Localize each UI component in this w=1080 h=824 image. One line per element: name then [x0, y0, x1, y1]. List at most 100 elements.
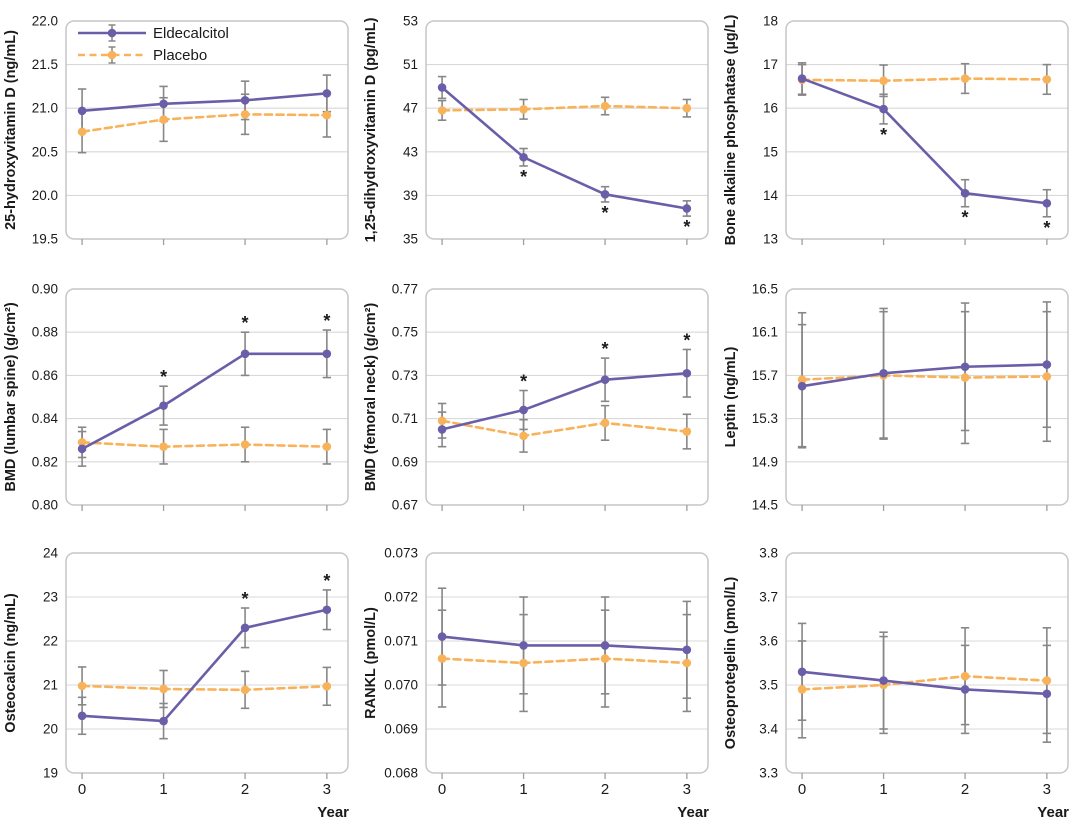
- data-point-marker: [682, 368, 692, 378]
- significance-asterisk: *: [323, 311, 330, 331]
- y-tick-label: 0.69: [392, 454, 418, 469]
- y-axis-ticks: 19 20 21 22 23 24: [43, 546, 59, 781]
- plot-frame: [785, 288, 1069, 506]
- y-tick-label: 0.71: [392, 411, 418, 426]
- y-tick-label: 15.3: [752, 411, 778, 426]
- y-tick-label: 0.67: [392, 498, 418, 513]
- significance-asterisk: *: [520, 372, 527, 392]
- data-point-marker: [600, 418, 610, 428]
- x-tick-label: 2: [961, 781, 969, 798]
- significance-asterisk: *: [602, 339, 609, 359]
- y-tick-label: 22.0: [32, 14, 58, 29]
- legend-marker: [107, 50, 117, 60]
- data-point-marker: [519, 431, 528, 441]
- x-axis-ticks: [441, 505, 688, 511]
- series-markers-placebo: [77, 110, 332, 137]
- x-axis-ticks: [81, 505, 328, 511]
- y-tick-label: 14: [763, 188, 779, 203]
- series-markers-eldecalcitol: [77, 89, 332, 116]
- significance-asterisk: *: [683, 330, 690, 350]
- series-markers-eldecalcitol: [437, 368, 692, 434]
- data-point-marker: [879, 368, 888, 378]
- plot-frame: [65, 20, 349, 240]
- gridlines: [426, 331, 708, 463]
- data-point-marker: [322, 89, 332, 98]
- x-tick-label: 0: [438, 781, 446, 798]
- data-point-marker: [960, 671, 970, 681]
- chart-panel-5: 14.5 14.9 15.3 15.7 16.1 16.5 Leptin (ng/mL): [723, 282, 1069, 513]
- series-markers-eldecalcitol: [797, 360, 1052, 391]
- y-tick-label: 53: [403, 14, 418, 29]
- significance-asterisk: *: [1043, 218, 1050, 238]
- y-tick-label: 0.86: [32, 368, 58, 383]
- chart-panel-1: 35 39 43 47 51 53 1,25-dihydroxyvitamin D (pg/…: [363, 14, 709, 247]
- plot-frame: [65, 552, 349, 774]
- data-point-marker: [322, 682, 332, 691]
- y-tick-label: 3.6: [759, 634, 778, 649]
- y-tick-label: 0.073: [384, 546, 418, 561]
- series-line-eldecalcitol: [800, 670, 1049, 696]
- series-line-placebo: [440, 419, 689, 438]
- y-tick-label: 20: [43, 722, 58, 737]
- y-axis-label: Leptin (ng/mL): [723, 346, 739, 447]
- data-point-marker: [682, 645, 692, 655]
- series-line-eldecalcitol: [440, 635, 689, 652]
- data-point-marker: [960, 685, 970, 694]
- data-point-marker: [159, 401, 168, 410]
- series-line-placebo: [440, 104, 689, 112]
- gridlines: [66, 331, 348, 463]
- error-bars-eldecalcitol: [77, 589, 332, 740]
- y-tick-label: 16: [763, 101, 778, 116]
- series-line-placebo: [800, 374, 1049, 382]
- data-point-marker: [519, 658, 528, 668]
- series-markers-eldecalcitol: [797, 74, 1052, 208]
- plot-frame: [785, 20, 1069, 240]
- y-axis-ticks: 19.5 20.0 20.5 21.0 21.5 22.0: [32, 14, 58, 247]
- y-tick-label: 35: [403, 232, 418, 247]
- x-tick-label: 3: [323, 781, 331, 798]
- data-point-marker: [960, 362, 970, 372]
- y-tick-label: 0.88: [32, 325, 58, 340]
- x-axis-label: Year: [677, 804, 709, 821]
- legend-label: Eldecalcitol: [153, 25, 229, 42]
- x-axis-ticks: [801, 773, 1048, 779]
- series-line-eldecalcitol: [800, 363, 1049, 388]
- x-axis-ticks: [801, 239, 1048, 245]
- data-point-marker: [600, 375, 610, 385]
- y-tick-label: 3.8: [759, 546, 778, 561]
- y-axis-label: Bone alkaline phosphatase (µg/L): [723, 14, 739, 245]
- chart-panel-4: 0.67 0.69 0.71 0.73 0.75 0.77 BMD (femoral nec…: [363, 282, 709, 513]
- y-tick-label: 16.5: [752, 282, 778, 297]
- data-point-marker: [1042, 676, 1052, 685]
- x-tick-label: 0: [798, 781, 806, 798]
- series-line-placebo: [80, 113, 329, 134]
- plot-frame: [425, 20, 709, 240]
- data-point-marker: [77, 127, 87, 137]
- data-point-marker: [77, 106, 87, 116]
- y-tick-label: 43: [403, 144, 418, 159]
- data-point-marker: [600, 641, 610, 650]
- chart-panel-3: 0.80 0.82 0.84 0.86 0.88 0.90 BMD (lumbar spin…: [3, 282, 349, 513]
- y-tick-label: 15: [763, 144, 778, 159]
- y-tick-label: 21: [43, 678, 58, 693]
- data-point-marker: [322, 442, 332, 451]
- data-point-marker: [879, 676, 888, 685]
- y-tick-label: 3.4: [759, 722, 778, 737]
- series-markers-placebo: [77, 681, 332, 695]
- data-point-marker: [159, 115, 168, 124]
- data-point-marker: [797, 381, 807, 391]
- y-axis-label: 25-hydroxyvitamin D (ng/mL): [3, 30, 19, 230]
- y-tick-label: 23: [43, 590, 58, 605]
- significance-asterisk: *: [602, 203, 609, 223]
- y-axis-label: RANKL (pmol/L): [363, 607, 379, 719]
- y-tick-label: 15.7: [752, 368, 778, 383]
- y-tick-label: 0.070: [384, 678, 418, 693]
- significance-asterisk: *: [962, 208, 969, 228]
- data-point-marker: [797, 74, 807, 83]
- y-tick-label: 22: [43, 634, 58, 649]
- data-point-marker: [159, 442, 168, 451]
- data-point-marker: [437, 425, 447, 434]
- legend-label: Placebo: [153, 47, 207, 64]
- x-tick-label: 1: [519, 781, 527, 798]
- y-tick-label: 21.0: [32, 101, 58, 116]
